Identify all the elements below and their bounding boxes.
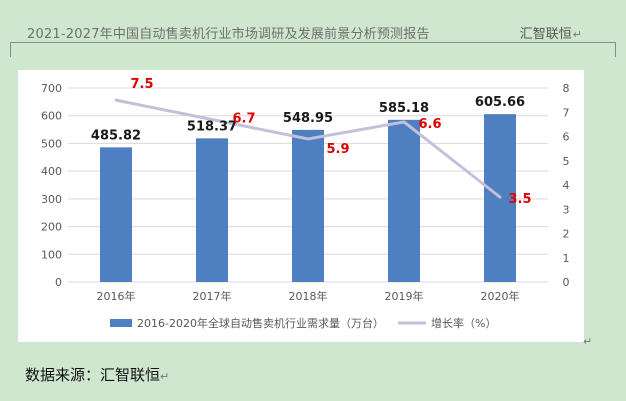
rate-value-label: 6.7: [232, 112, 255, 127]
header-brand: 汇智联恒↵: [520, 23, 582, 42]
bar-value-label: 548.95: [283, 111, 333, 126]
y-right-tick-label: 8: [563, 82, 570, 95]
rate-value-label: 3.5: [508, 192, 531, 207]
y-left-tick-label: 0: [55, 276, 62, 289]
rate-value-label: 7.5: [130, 77, 153, 92]
y-right-tick-label: 4: [563, 179, 570, 192]
header-rule: [10, 42, 616, 43]
paragraph-mark-icon: ↵: [572, 28, 582, 41]
y-left-tick-label: 400: [41, 165, 62, 178]
data-source-text: 数据来源：汇智联恒: [25, 366, 161, 384]
bar: [388, 119, 420, 282]
y-right-tick-label: 5: [563, 155, 570, 168]
y-left-tick-label: 200: [41, 221, 62, 234]
bar-value-label: 585.18: [379, 101, 429, 116]
header-rule-left-tick: [10, 42, 11, 57]
header-rule-right-tick: [615, 42, 616, 57]
y-left-tick-label: 100: [41, 248, 62, 261]
rate-value-label: 6.6: [418, 117, 441, 132]
bar-value-label: 485.82: [91, 128, 141, 143]
bar: [100, 147, 132, 282]
x-tick-label: 2019年: [385, 289, 424, 303]
y-right-tick-label: 2: [563, 228, 570, 241]
header-brand-text: 汇智联恒: [519, 27, 572, 42]
x-tick-label: 2016年: [97, 289, 136, 303]
x-tick-label: 2020年: [481, 289, 520, 303]
legend-line-label: 增长率（%）: [431, 316, 496, 330]
y-left-tick-label: 500: [41, 137, 62, 150]
y-right-tick-label: 0: [563, 276, 570, 289]
rate-value-label: 5.9: [326, 142, 349, 157]
report-title: 2021-2027年中国自动售卖机行业市场调研及发展前景分析预测报告: [27, 27, 430, 42]
data-source: 数据来源：汇智联恒↵: [25, 364, 169, 385]
x-tick-label: 2017年: [193, 289, 232, 303]
growth-rate-line: [114, 98, 502, 199]
chart-container: 0 100 200 300 400 500 600 700 0 1 2 3 4 5 6 7 8 2016年 2017…: [18, 70, 584, 342]
combo-chart: 0 100 200 300 400 500 600 700 0 1 2 3 4 5 6 7 8 2016年 2017…: [41, 77, 570, 330]
bar-value-label: 605.66: [475, 95, 525, 110]
paragraph-mark-icon: ↵: [583, 335, 593, 348]
legend-bar-label: 2016-2020年全球自动售卖机行业需求量（万台）: [137, 316, 384, 330]
y-left-tick-label: 600: [41, 110, 62, 123]
y-left-tick-label: 700: [41, 82, 62, 95]
legend-bar-swatch: [110, 319, 132, 327]
y-right-tick-label: 3: [563, 203, 570, 216]
y-right-tick-label: 7: [563, 106, 570, 119]
y-left-tick-label: 300: [41, 193, 62, 206]
y-right-tick-label: 1: [563, 252, 570, 265]
bar: [292, 129, 324, 282]
bar-value-label: 518.37: [187, 119, 237, 134]
paragraph-mark-icon: ↵: [160, 370, 170, 383]
bar: [196, 138, 228, 282]
y-right-tick-label: 6: [563, 131, 570, 144]
x-tick-label: 2018年: [289, 289, 328, 303]
